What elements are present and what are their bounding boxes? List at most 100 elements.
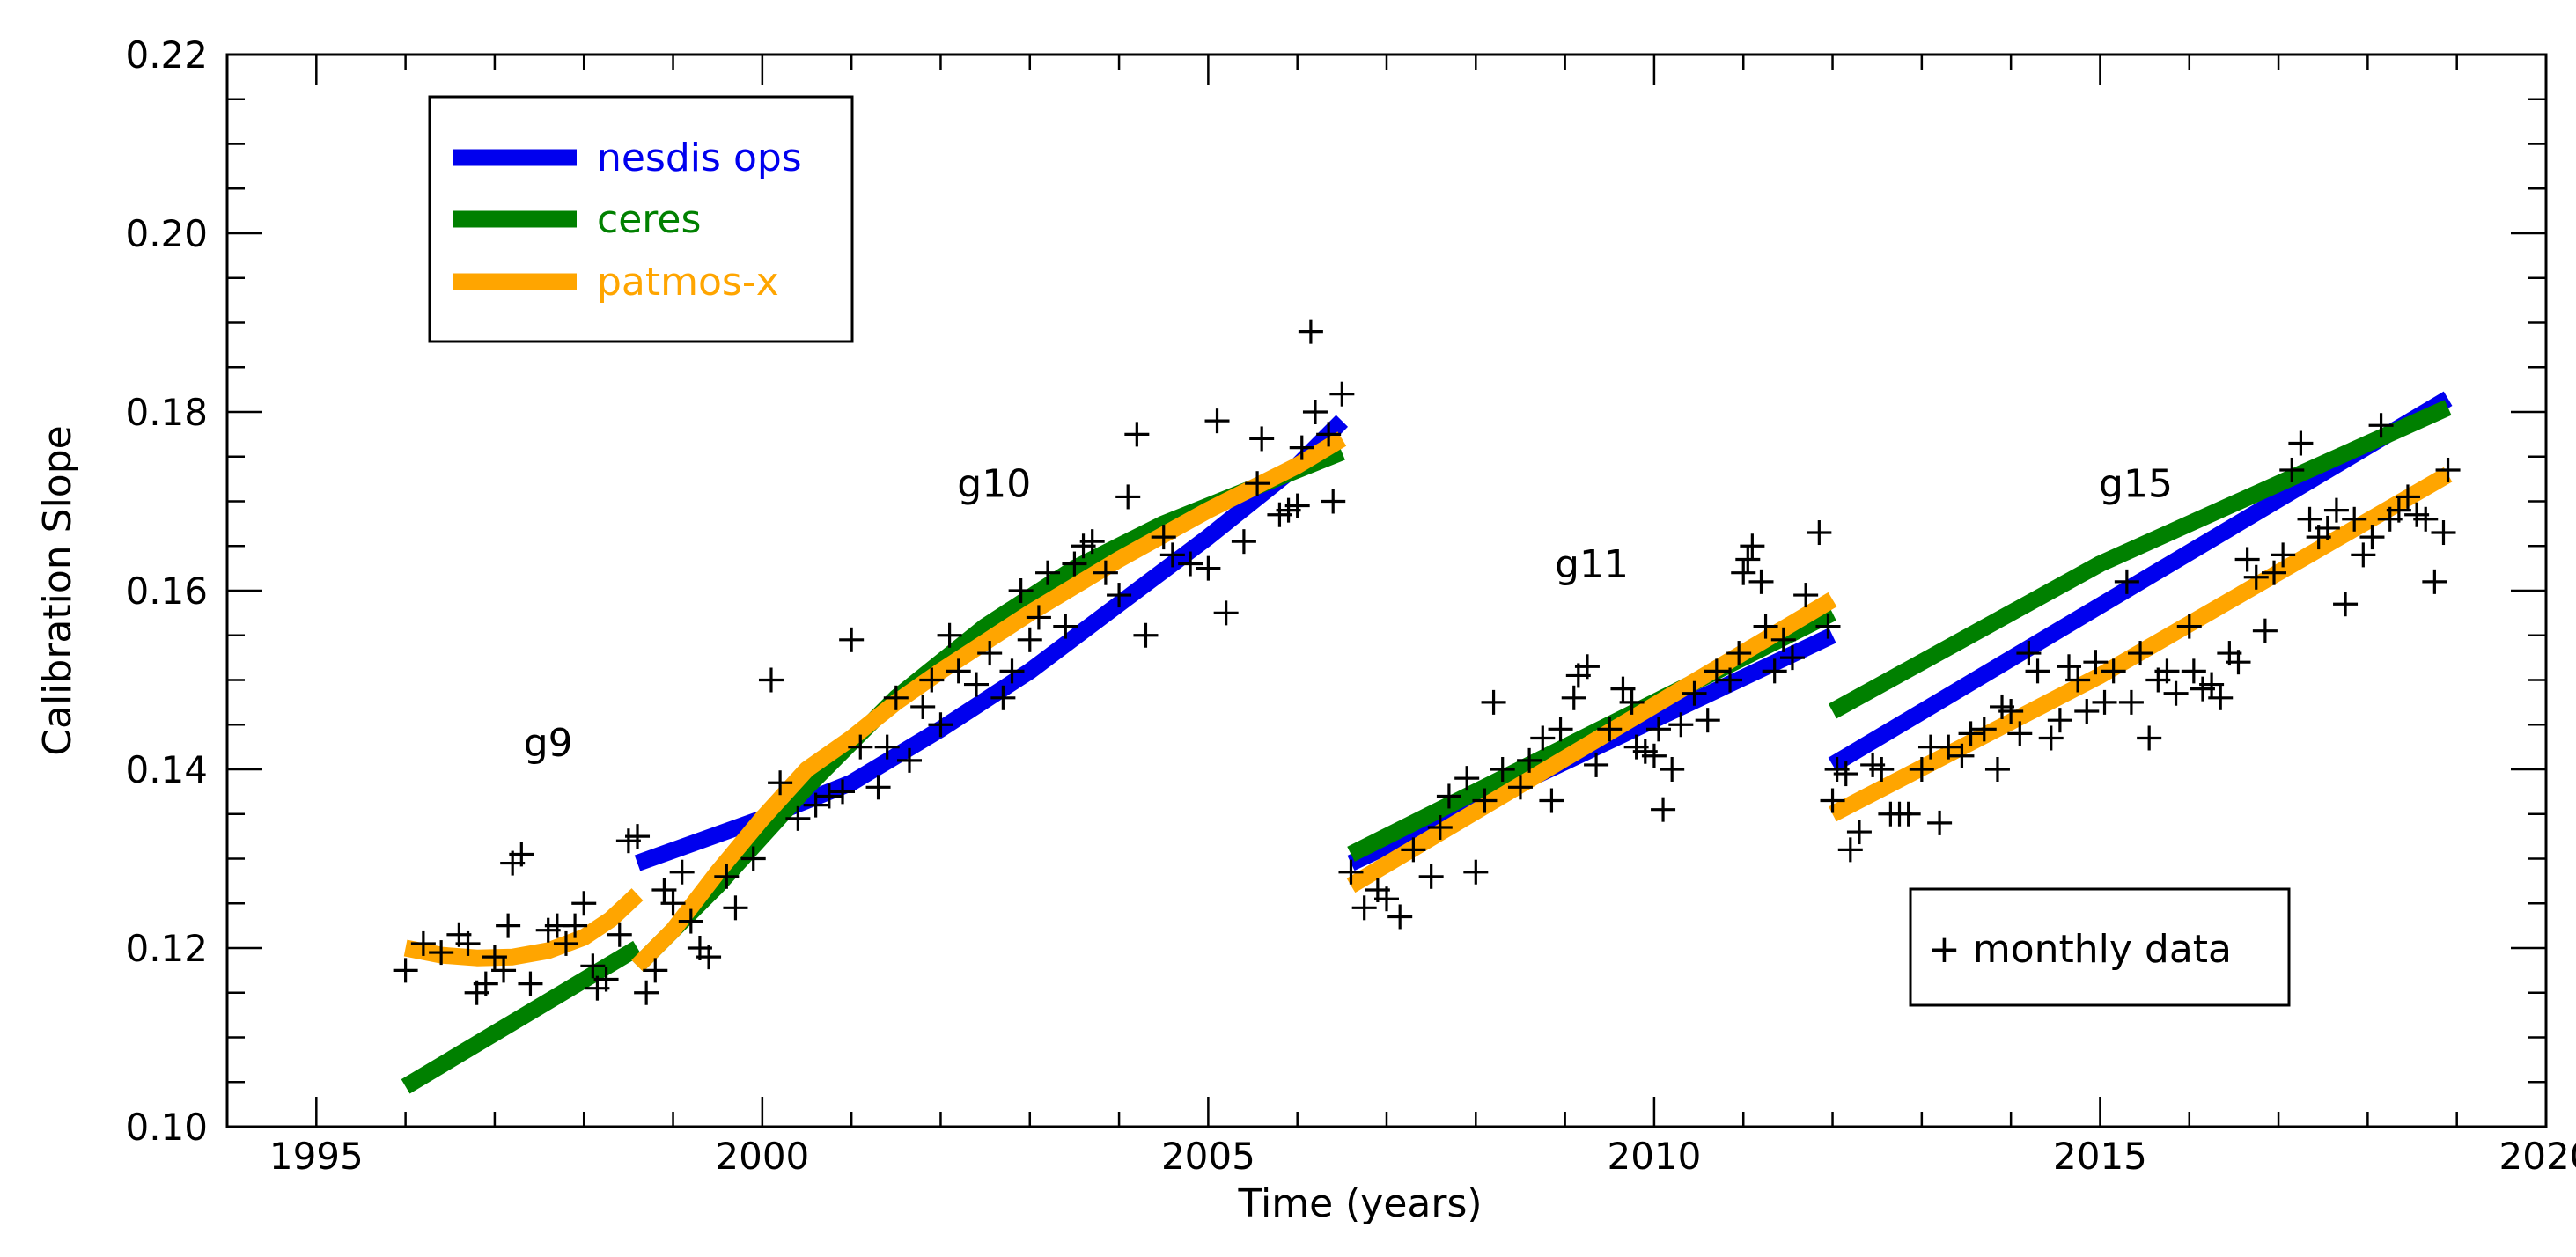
monthly-data-point bbox=[2199, 672, 2225, 697]
monthly-data-point bbox=[1196, 555, 1221, 581]
monthly-data-point bbox=[1682, 680, 1707, 706]
monthly-data-point bbox=[1718, 667, 1743, 693]
monthly-data-point bbox=[2074, 699, 2100, 724]
annotation-g15: g15 bbox=[2099, 461, 2173, 506]
monthly-data-point bbox=[1159, 542, 1185, 568]
monthly-data-point bbox=[999, 658, 1025, 684]
monthly-data-point bbox=[1748, 569, 1774, 594]
monthly-data-point bbox=[643, 958, 668, 983]
fit-line-ceres bbox=[401, 940, 642, 1094]
monthly-data-point bbox=[1093, 560, 1118, 585]
monthly-data-point bbox=[1062, 551, 1087, 577]
monthly-data-point bbox=[1436, 783, 1461, 809]
x-tick-label: 1995 bbox=[269, 1135, 364, 1178]
monthly-data-point bbox=[919, 667, 945, 693]
legend: nesdis ops ceres patmos-x bbox=[428, 95, 854, 343]
monthly-data-point bbox=[2234, 547, 2260, 572]
monthly-data-point bbox=[1807, 520, 1832, 546]
monthly-data-point bbox=[482, 945, 507, 970]
x-tick-label: 2000 bbox=[715, 1135, 809, 1178]
y-tick-label: 0.16 bbox=[125, 570, 208, 613]
fit-line-ceres bbox=[1828, 400, 2452, 719]
monthly-data-point bbox=[2208, 685, 2234, 710]
monthly-data-point bbox=[1298, 319, 1323, 344]
monthly-data-point bbox=[2279, 457, 2305, 482]
monthly-data-point bbox=[1026, 605, 1051, 630]
monthly-data-point bbox=[1909, 757, 1934, 782]
monthly-data-point bbox=[678, 908, 703, 934]
x-tick-label: 2015 bbox=[2053, 1135, 2147, 1178]
monthly-data-point bbox=[740, 846, 766, 871]
monthly-data-point bbox=[1704, 658, 1729, 684]
monthly-data-point bbox=[1507, 775, 1533, 800]
monthly-data-point bbox=[937, 622, 962, 648]
monthly-data-point bbox=[1245, 471, 1270, 496]
fit-lines bbox=[401, 391, 2453, 1094]
monthly-data-point bbox=[669, 859, 695, 885]
monthly-data-point bbox=[1971, 717, 1997, 742]
monthly-data-point bbox=[1610, 676, 1636, 702]
monthly-data-point bbox=[1178, 551, 1203, 577]
monthly-data-point bbox=[1231, 529, 1256, 555]
monthly-data-point bbox=[946, 658, 971, 684]
monthly-data-point bbox=[1927, 810, 1953, 835]
monthly-data-point bbox=[2101, 658, 2126, 684]
monthly-data-point bbox=[1115, 484, 1141, 510]
monthly-data-point bbox=[1895, 801, 1921, 827]
monthly-data-point bbox=[1998, 699, 2024, 724]
monthly-data-point bbox=[1401, 837, 1426, 863]
monthly-data-point bbox=[660, 891, 686, 916]
monthly-data-point bbox=[2315, 515, 2340, 540]
monthly-data-point bbox=[2297, 506, 2322, 532]
monthly-data-point bbox=[1753, 614, 1778, 639]
monthly-data-legend: + monthly data bbox=[1909, 887, 2291, 1007]
y-tick-label: 0.14 bbox=[125, 748, 208, 791]
monthly-data-point bbox=[1735, 547, 1761, 572]
monthly-data-point bbox=[714, 864, 740, 889]
monthly-data-point bbox=[1454, 766, 1480, 791]
monthly-data-point bbox=[2016, 641, 2042, 666]
monthly-data-point bbox=[1949, 743, 1975, 768]
y-tick-label: 0.22 bbox=[125, 33, 208, 77]
monthly-data-point bbox=[1387, 904, 1413, 930]
monthly-data-point bbox=[2243, 564, 2269, 590]
monthly-data-point bbox=[2137, 725, 2162, 751]
monthly-data-point bbox=[1249, 426, 1275, 452]
monthly-data-point bbox=[1053, 614, 1078, 639]
monthly-data-point bbox=[758, 667, 784, 693]
legend-label-patmos-x: patmos-x bbox=[597, 260, 779, 305]
monthly-data-point bbox=[1213, 600, 1239, 626]
monthly-data-point bbox=[2288, 430, 2314, 456]
monthly-data-point bbox=[1463, 859, 1489, 885]
monthly-data-point bbox=[1204, 408, 1230, 434]
monthly-data-point bbox=[1338, 859, 1364, 885]
monthly-data-point bbox=[2395, 484, 2420, 510]
y-tick-label: 0.12 bbox=[125, 927, 208, 970]
monthly-data-point bbox=[2181, 658, 2206, 684]
monthly-data-point bbox=[1079, 529, 1105, 555]
monthly-data-point bbox=[2323, 497, 2349, 523]
monthly-data-point bbox=[1472, 788, 1498, 813]
monthly-data-point bbox=[1490, 757, 1515, 782]
monthly-data-point bbox=[496, 913, 521, 938]
monthly-data-point bbox=[607, 922, 632, 947]
monthly-data-point bbox=[1984, 757, 2010, 782]
sensor-annotations: g9 g10 g11 g15 bbox=[524, 461, 2173, 765]
monthly-data-point bbox=[2413, 506, 2439, 532]
monthly-data-point bbox=[839, 627, 865, 652]
monthly-data-point bbox=[518, 971, 543, 996]
monthly-data-point bbox=[865, 775, 891, 800]
monthly-data-point bbox=[910, 694, 936, 719]
plot-frame bbox=[225, 53, 2548, 1128]
monthly-data-point bbox=[785, 805, 811, 831]
monthly-data-point bbox=[429, 940, 454, 966]
monthly-data-point bbox=[1530, 725, 1556, 751]
monthly-data-point bbox=[2083, 650, 2109, 675]
monthly-data-point bbox=[1833, 761, 1858, 787]
monthly-data-point bbox=[580, 953, 606, 979]
monthly-data-point bbox=[1517, 747, 1542, 773]
monthly-data-point bbox=[2359, 525, 2385, 550]
monthly-data-point bbox=[1418, 864, 1444, 889]
monthly-data-point bbox=[1427, 814, 1453, 840]
